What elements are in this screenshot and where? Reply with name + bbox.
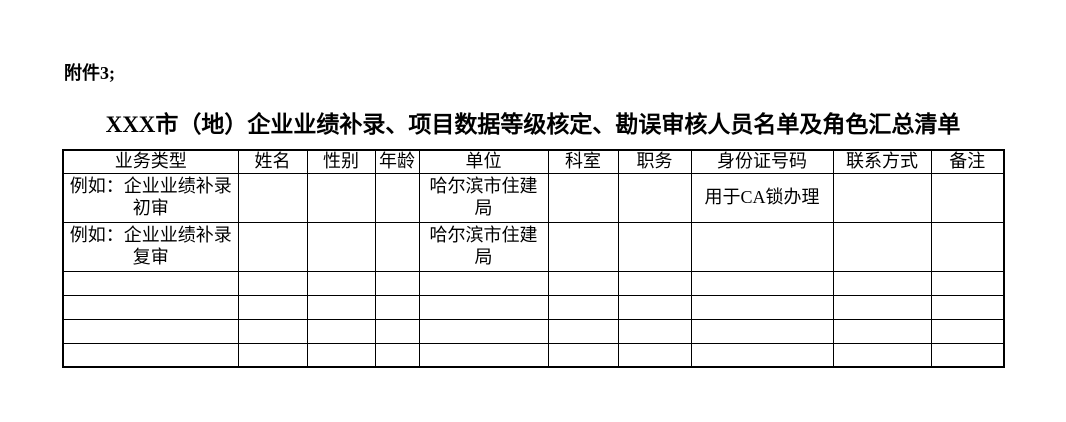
col-header-id-number: 身份证号码 xyxy=(690,149,834,174)
cell-remarks[interactable] xyxy=(930,270,1005,296)
cell-business-type[interactable] xyxy=(62,342,239,368)
cell-contact[interactable] xyxy=(832,318,932,344)
cell-department[interactable] xyxy=(547,294,619,320)
table-row xyxy=(62,318,1005,344)
cell-gender[interactable] xyxy=(306,318,376,344)
col-header-gender: 性别 xyxy=(306,149,376,174)
cell-business-type[interactable] xyxy=(62,318,239,344)
cell-id-number[interactable] xyxy=(690,270,834,296)
cell-business-type[interactable]: 例如：企业业绩补录 复审 xyxy=(62,221,239,272)
cell-unit[interactable] xyxy=(418,270,549,296)
cell-gender[interactable] xyxy=(306,342,376,368)
cell-department[interactable] xyxy=(547,270,619,296)
cell-unit[interactable] xyxy=(418,342,549,368)
cell-business-type[interactable]: 例如：企业业绩补录 初审 xyxy=(62,172,239,223)
cell-gender[interactable] xyxy=(306,270,376,296)
cell-contact[interactable] xyxy=(832,342,932,368)
cell-unit[interactable]: 哈尔滨市住建局 xyxy=(418,172,549,223)
cell-name[interactable] xyxy=(237,221,308,272)
cell-age[interactable] xyxy=(374,172,420,223)
cell-department[interactable] xyxy=(547,221,619,272)
table-row: 例如：企业业绩补录 复审 哈尔滨市住建局 xyxy=(62,221,1005,272)
cell-position[interactable] xyxy=(617,270,692,296)
table-row xyxy=(62,270,1005,296)
cell-remarks[interactable] xyxy=(930,318,1005,344)
col-header-name: 姓名 xyxy=(237,149,308,174)
cell-unit[interactable]: 哈尔滨市住建局 xyxy=(418,221,549,272)
col-header-unit: 单位 xyxy=(418,149,549,174)
table-row xyxy=(62,294,1005,320)
cell-department[interactable] xyxy=(547,342,619,368)
cell-business-type[interactable] xyxy=(62,294,239,320)
cell-position[interactable] xyxy=(617,342,692,368)
cell-gender[interactable] xyxy=(306,294,376,320)
cell-name[interactable] xyxy=(237,294,308,320)
cell-id-number[interactable] xyxy=(690,318,834,344)
cell-id-number[interactable] xyxy=(690,221,834,272)
col-header-position: 职务 xyxy=(617,149,692,174)
cell-remarks[interactable] xyxy=(930,221,1005,272)
col-header-department: 科室 xyxy=(547,149,619,174)
col-header-contact: 联系方式 xyxy=(832,149,932,174)
cell-name[interactable] xyxy=(237,318,308,344)
cell-age[interactable] xyxy=(374,342,420,368)
col-header-age: 年龄 xyxy=(374,149,420,174)
cell-contact[interactable] xyxy=(832,270,932,296)
cell-age[interactable] xyxy=(374,270,420,296)
cell-position[interactable] xyxy=(617,221,692,272)
cell-name[interactable] xyxy=(237,172,308,223)
cell-age[interactable] xyxy=(374,221,420,272)
cell-gender[interactable] xyxy=(306,221,376,272)
cell-business-type[interactable] xyxy=(62,270,239,296)
cell-name[interactable] xyxy=(237,270,308,296)
col-header-business-type: 业务类型 xyxy=(62,149,239,174)
cell-unit[interactable] xyxy=(418,294,549,320)
cell-id-number[interactable] xyxy=(690,294,834,320)
cell-gender[interactable] xyxy=(306,172,376,223)
cell-position[interactable] xyxy=(617,172,692,223)
cell-contact[interactable] xyxy=(832,172,932,223)
cell-age[interactable] xyxy=(374,294,420,320)
attachment-label: 附件3; xyxy=(64,63,115,83)
cell-name[interactable] xyxy=(237,342,308,368)
table-header-row: 业务类型 姓名 性别 年龄 单位 科室 职务 身份证号码 联系方式 备注 xyxy=(62,149,1005,174)
cell-position[interactable] xyxy=(617,294,692,320)
cell-department[interactable] xyxy=(547,318,619,344)
table-row xyxy=(62,342,1005,368)
cell-unit[interactable] xyxy=(418,318,549,344)
cell-contact[interactable] xyxy=(832,221,932,272)
table-row: 例如：企业业绩补录 初审 哈尔滨市住建局 用于CA锁办理 xyxy=(62,172,1005,223)
col-header-remarks: 备注 xyxy=(930,149,1005,174)
cell-department[interactable] xyxy=(547,172,619,223)
cell-contact[interactable] xyxy=(832,294,932,320)
cell-remarks[interactable] xyxy=(930,294,1005,320)
cell-remarks[interactable] xyxy=(930,172,1005,223)
cell-position[interactable] xyxy=(617,318,692,344)
cell-id-number[interactable] xyxy=(690,342,834,368)
cell-age[interactable] xyxy=(374,318,420,344)
roster-table: 业务类型 姓名 性别 年龄 单位 科室 职务 身份证号码 联系方式 备注 例如：… xyxy=(62,149,1005,368)
cell-remarks[interactable] xyxy=(930,342,1005,368)
cell-id-number[interactable]: 用于CA锁办理 xyxy=(690,172,834,223)
page-title: XXX市（地）企业业绩补录、项目数据等级核定、勘误审核人员名单及角色汇总清单 xyxy=(105,112,961,137)
